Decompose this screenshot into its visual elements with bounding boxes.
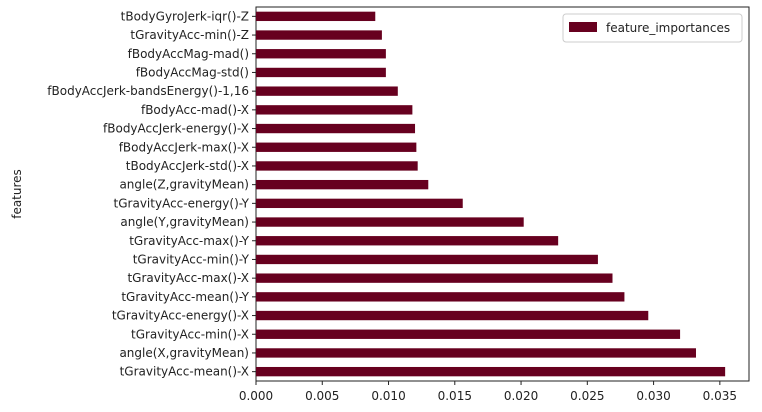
bars-layer	[256, 11, 726, 377]
y-tick-label: fBodyAccJerk-energy()-X	[103, 122, 249, 136]
y-tick-label: tBodyGyroJerk-iqr()-Z	[121, 9, 249, 23]
x-tick-label: 0.000	[239, 389, 273, 403]
bar	[256, 329, 681, 339]
bar	[256, 67, 386, 78]
bar	[256, 11, 376, 22]
x-tick-label: 0.010	[371, 389, 405, 403]
bar	[256, 217, 524, 227]
x-tick-label: 0.035	[703, 389, 737, 403]
x-tick-label: 0.015	[438, 389, 472, 403]
bar	[256, 49, 386, 59]
y-tick-label: fBodyAcc-mad()-X	[141, 103, 249, 117]
bar	[256, 366, 726, 377]
bar	[256, 273, 613, 283]
y-tick-label: tGravityAcc-min()-X	[131, 327, 249, 341]
y-tick-label: fBodyAccMag-std()	[136, 65, 249, 79]
x-tick-label: 0.020	[504, 389, 538, 403]
y-tick-label: fBodyAccMag-mad()	[128, 47, 249, 61]
bar	[256, 310, 649, 321]
legend-label: feature_importances	[606, 21, 730, 35]
y-tick-label: tGravityAcc-max()-Y	[129, 234, 249, 248]
bar	[256, 198, 463, 209]
bar	[256, 236, 559, 246]
bar	[256, 254, 598, 265]
y-tick-label: tBodyAccJerk-std()-X	[126, 159, 249, 173]
y-tick-label: angle(Y,gravityMean)	[120, 215, 249, 229]
plot-frame	[255, 6, 750, 382]
y-tick-label: fBodyAccJerk-bandsEnergy()-1,16	[47, 84, 249, 98]
bar	[256, 123, 416, 134]
bar	[256, 292, 625, 302]
x-tick-label: 0.025	[570, 389, 604, 403]
bar	[256, 105, 413, 115]
y-tick-labels: tGravityAcc-mean()-X angle(X,gravityMean)…	[47, 9, 256, 379]
bar	[256, 30, 382, 40]
x-tick-label: 0.030	[636, 389, 670, 403]
y-tick-label: tGravityAcc-mean()-X	[120, 365, 249, 379]
bar	[256, 86, 398, 96]
y-tick-label: angle(Z,gravityMean)	[119, 178, 249, 192]
y-tick-label: tGravityAcc-min()-Y	[133, 252, 250, 266]
bar	[256, 179, 429, 190]
y-tick-label: tGravityAcc-mean()-Y	[121, 290, 249, 304]
x-tick-labels: 0.000 0.005 0.010 0.015 0.020 0.025 0.030 0.035	[239, 381, 737, 403]
x-tick-label: 0.005	[305, 389, 339, 403]
y-tick-label: angle(X,gravityMean)	[119, 346, 249, 360]
legend-swatch	[569, 22, 597, 32]
y-tick-label: tGravityAcc-energy()-X	[112, 309, 249, 323]
legend: feature_importances	[562, 13, 743, 43]
y-axis-label: features	[10, 169, 24, 219]
bar	[256, 348, 696, 358]
bar	[256, 161, 418, 171]
y-tick-label: tGravityAcc-max()-X	[127, 271, 249, 285]
bar	[256, 142, 417, 152]
y-tick-label: fBodyAccJerk-max()-X	[119, 140, 249, 154]
y-tick-label: tGravityAcc-energy()-Y	[114, 196, 250, 210]
y-tick-label: tGravityAcc-min()-Z	[130, 28, 249, 42]
legend-box	[562, 13, 743, 43]
